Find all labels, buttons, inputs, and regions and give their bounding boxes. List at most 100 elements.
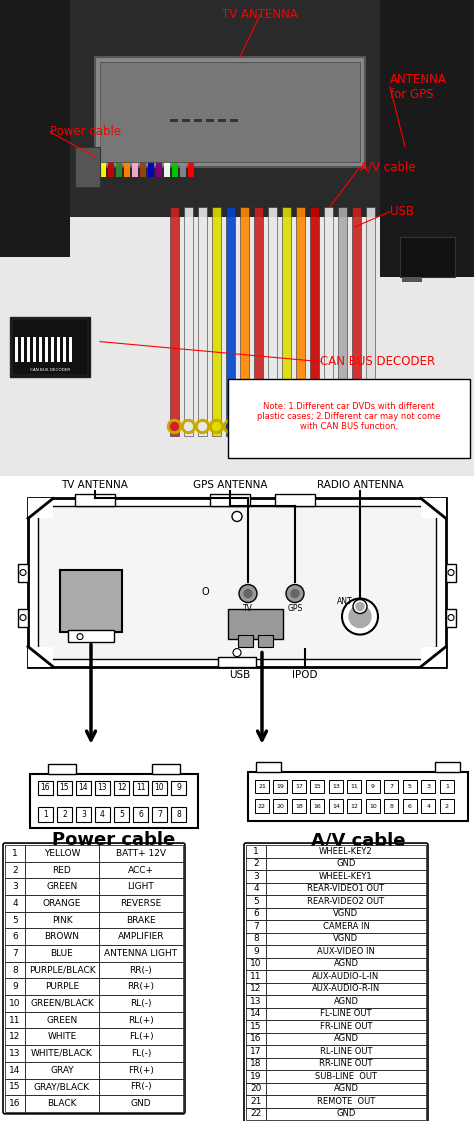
Text: 16: 16 <box>41 784 50 793</box>
Bar <box>108 117 114 177</box>
Text: 19: 19 <box>276 784 284 789</box>
Bar <box>266 895 426 908</box>
Text: WHEEL-KEY2: WHEEL-KEY2 <box>319 846 373 855</box>
Bar <box>384 779 399 794</box>
Bar <box>75 147 100 187</box>
Bar <box>246 895 266 908</box>
Text: 16: 16 <box>9 1099 21 1108</box>
Text: 5: 5 <box>12 916 18 925</box>
Bar <box>48 763 76 773</box>
Text: 13: 13 <box>332 784 340 789</box>
Text: WHITE: WHITE <box>47 1032 77 1041</box>
Text: GRAY: GRAY <box>50 1066 74 1075</box>
Text: RR(-): RR(-) <box>129 965 152 974</box>
Text: 2: 2 <box>12 865 18 874</box>
Text: 18: 18 <box>250 1059 262 1068</box>
Bar <box>164 117 170 177</box>
Bar <box>99 962 183 979</box>
Text: GPS ANTENNA: GPS ANTENNA <box>193 481 267 490</box>
Bar <box>76 780 91 796</box>
Text: 2: 2 <box>253 860 259 869</box>
Circle shape <box>265 419 280 434</box>
Bar <box>384 799 399 813</box>
Text: 2: 2 <box>445 804 449 809</box>
Bar <box>25 979 99 995</box>
Text: GREEN/BLACK: GREEN/BLACK <box>30 999 94 1008</box>
Bar <box>266 970 426 983</box>
Text: 1: 1 <box>445 784 449 789</box>
Text: 21: 21 <box>250 1097 262 1106</box>
Circle shape <box>237 419 252 434</box>
Text: 19: 19 <box>250 1072 262 1081</box>
Text: 8: 8 <box>253 934 259 944</box>
Bar <box>10 316 90 377</box>
Text: ANTENNA
for GPS: ANTENNA for GPS <box>390 73 447 101</box>
Bar <box>266 945 426 957</box>
Bar <box>5 1062 25 1078</box>
Bar <box>5 979 25 995</box>
Bar <box>28 647 53 667</box>
Bar <box>124 117 130 177</box>
Bar <box>266 882 426 895</box>
Bar <box>248 771 468 822</box>
Bar <box>403 779 417 794</box>
Text: PURPLE/BLACK: PURPLE/BLACK <box>29 965 95 974</box>
Circle shape <box>310 423 319 430</box>
Bar <box>198 206 207 436</box>
Text: 10: 10 <box>155 784 164 793</box>
Circle shape <box>20 569 26 575</box>
Text: FL(-): FL(-) <box>131 1049 151 1058</box>
Text: TV: TV <box>243 603 253 612</box>
Text: 14: 14 <box>332 804 340 809</box>
Bar <box>273 799 288 813</box>
Bar <box>5 995 25 1012</box>
Text: 22: 22 <box>250 1110 262 1119</box>
Bar <box>5 945 25 962</box>
Text: 6: 6 <box>12 933 18 942</box>
Bar <box>266 858 426 870</box>
Text: PURPLE: PURPLE <box>45 982 79 991</box>
Bar <box>171 780 186 796</box>
Text: REAR-VIDEO1 OUT: REAR-VIDEO1 OUT <box>308 884 384 893</box>
Bar <box>240 206 249 436</box>
Bar <box>25 945 99 962</box>
Bar <box>246 908 266 920</box>
Text: AUX-AUDIO-L-IN: AUX-AUDIO-L-IN <box>312 972 380 981</box>
Circle shape <box>338 423 346 430</box>
Circle shape <box>233 649 241 657</box>
Text: CAN BUS DECODER: CAN BUS DECODER <box>320 355 435 368</box>
Bar <box>0 0 70 257</box>
Circle shape <box>171 423 179 430</box>
Text: AUX-VIDEO IN: AUX-VIDEO IN <box>317 947 375 956</box>
Circle shape <box>283 423 291 430</box>
Bar <box>5 862 25 879</box>
Text: TV ANTENNA: TV ANTENNA <box>62 481 128 490</box>
Bar <box>114 807 129 822</box>
Text: 5: 5 <box>408 784 412 789</box>
Bar <box>246 1108 266 1120</box>
Text: 20: 20 <box>276 804 284 809</box>
Bar <box>310 799 325 813</box>
Bar <box>15 336 18 362</box>
Text: GREEN: GREEN <box>46 1016 78 1025</box>
Text: FR(-): FR(-) <box>130 1083 152 1092</box>
Bar <box>133 807 148 822</box>
Bar <box>99 911 183 928</box>
Bar <box>99 1012 183 1028</box>
Text: AMPLIFIER: AMPLIFIER <box>118 933 164 942</box>
Text: USB: USB <box>229 669 251 679</box>
Text: AGND: AGND <box>334 1084 358 1093</box>
Text: Power cable: Power cable <box>50 126 121 138</box>
Bar <box>266 983 426 995</box>
Text: CAMERA IN: CAMERA IN <box>323 921 369 930</box>
Bar <box>156 117 162 177</box>
Circle shape <box>342 599 378 634</box>
Text: ORANGE: ORANGE <box>43 899 81 908</box>
Bar <box>28 499 446 667</box>
Bar <box>440 779 454 794</box>
Text: 2: 2 <box>62 810 67 819</box>
Bar <box>27 336 30 362</box>
Bar <box>292 799 306 813</box>
Text: CAN BUS DECODER: CAN BUS DECODER <box>30 368 70 371</box>
Text: 11: 11 <box>136 784 145 793</box>
